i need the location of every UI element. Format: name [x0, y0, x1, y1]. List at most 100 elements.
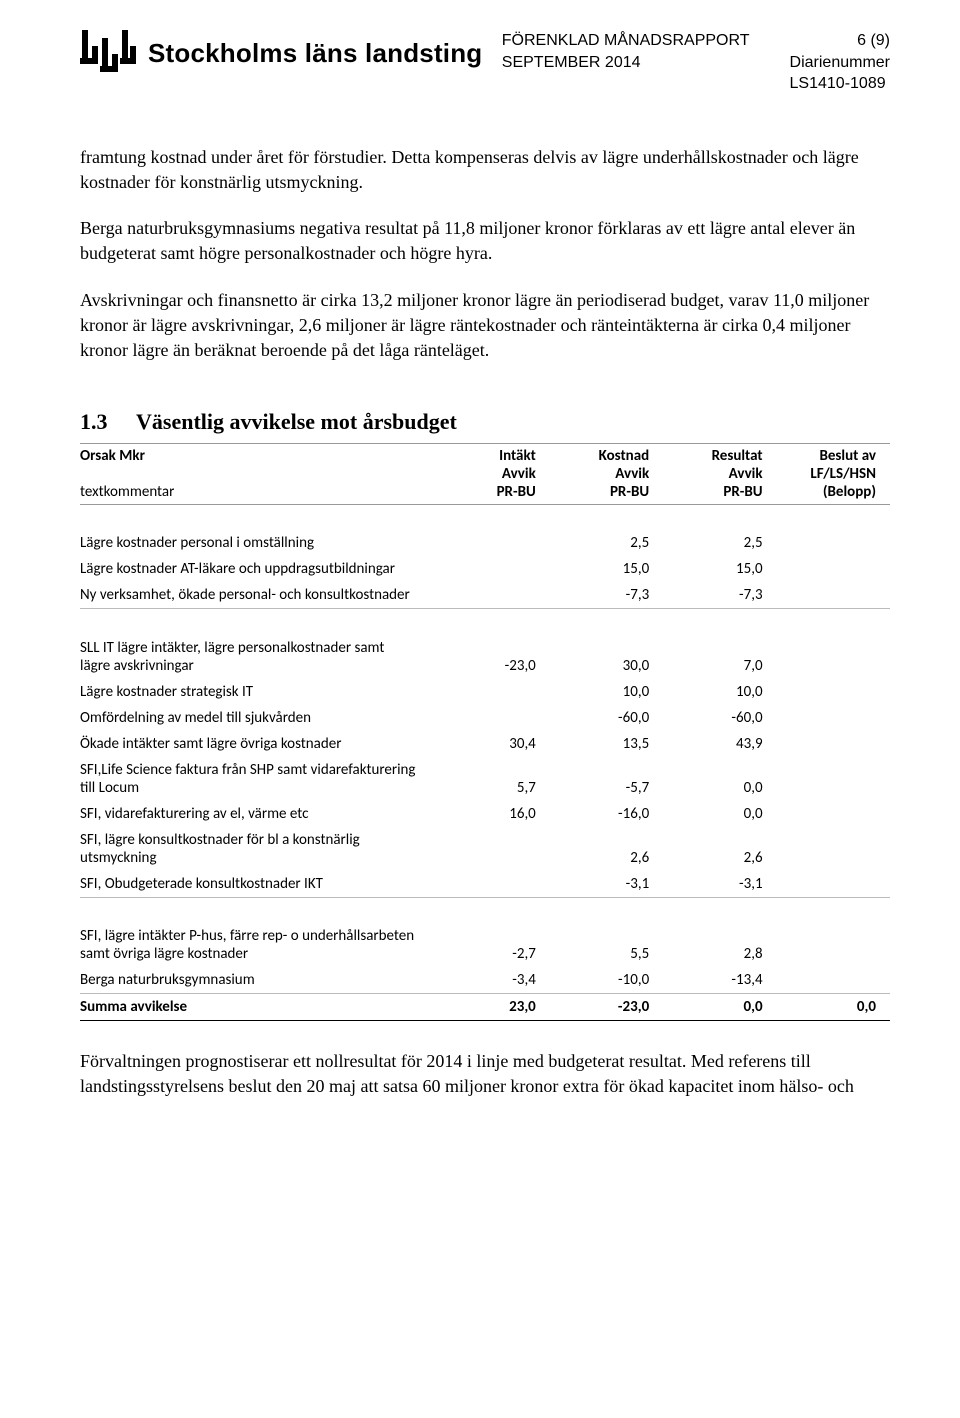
cell-kostnad: -5,7 [550, 757, 663, 801]
cell-resultat: 0,0 [663, 801, 776, 827]
cell-beslut [777, 801, 890, 827]
org-name: Stockholms läns landsting [148, 38, 482, 69]
cell-kostnad: 5,5 [550, 923, 663, 967]
th-resultat: Resultat Avvik PR-BU [663, 443, 776, 504]
desc: Omfördelning av medel till sjukvården [80, 705, 436, 731]
cell-kostnad: -60,0 [550, 705, 663, 731]
cell-beslut [777, 967, 890, 994]
diarie-label: Diarienummer [790, 52, 890, 74]
paragraph-2: Berga naturbruksgymnasiums negativa resu… [80, 216, 890, 266]
table-row: Ny verksamhet, ökade personal- och konsu… [80, 582, 890, 609]
cell-intakt: 5,7 [436, 757, 549, 801]
section-title: Väsentlig avvikelse mot årsbudget [136, 409, 457, 434]
cell-kostnad: -7,3 [550, 582, 663, 609]
header-meta-right: 6 (9) Diarienummer LS1410-1089 [790, 30, 890, 95]
cell-resultat: 0,0 [663, 757, 776, 801]
cell-kostnad: -3,1 [550, 871, 663, 898]
desc: SFI, lägre konsultkostnader för bl a kon… [80, 827, 436, 871]
desc: Lägre kostnader personal i omställning [80, 530, 436, 556]
desc: Lägre kostnader AT-läkare och uppdragsut… [80, 556, 436, 582]
desc: Ökade intäkter samt lägre övriga kostnad… [80, 731, 436, 757]
desc: SFI,Life Science faktura från SHP samt v… [80, 757, 436, 801]
cell-resultat: 2,5 [663, 530, 776, 556]
cell-kostnad: 30,0 [550, 635, 663, 679]
cell-beslut [777, 556, 890, 582]
cell-intakt [436, 827, 549, 871]
cell-resultat: 2,8 [663, 923, 776, 967]
table-row: SFI, lägre konsultkostnader för bl a kon… [80, 827, 890, 871]
cell-beslut [777, 679, 890, 705]
section-number: 1.3 [80, 409, 136, 435]
cell-intakt: -2,7 [436, 923, 549, 967]
cell-resultat: 2,6 [663, 827, 776, 871]
desc: SFI, vidarefakturering av el, värme etc [80, 801, 436, 827]
cell-beslut [777, 582, 890, 609]
cell-intakt [436, 705, 549, 731]
header-meta-report: FÖRENKLAD MÅNADSRAPPORT SEPTEMBER 2014 [502, 30, 750, 95]
cell-resultat: -3,1 [663, 871, 776, 898]
cell-kostnad: -10,0 [550, 967, 663, 994]
cell-resultat: 10,0 [663, 679, 776, 705]
cell-intakt: 16,0 [436, 801, 549, 827]
cell-intakt [436, 530, 549, 556]
cell-kostnad: 10,0 [550, 679, 663, 705]
cell-beslut [777, 705, 890, 731]
table-head: Orsak Mkr textkommentar Intäkt Avvik PR-… [80, 443, 890, 504]
th-intakt: Intäkt Avvik PR-BU [436, 443, 549, 504]
page-header: Stockholms läns landsting FÖRENKLAD MÅNA… [80, 30, 890, 95]
report-line2: SEPTEMBER 2014 [502, 52, 750, 74]
table-row: Berga naturbruksgymnasium-3,4-10,0-13,4 [80, 967, 890, 994]
table-row: Lägre kostnader personal i omställning 2,… [80, 530, 890, 556]
sll-logo-icon [80, 30, 136, 76]
th-beslut: Beslut av LF/LS/HSN (Belopp) [777, 443, 890, 504]
cell-beslut [777, 757, 890, 801]
table-row: Lägre kostnader strategisk IT 10,010,0 [80, 679, 890, 705]
th-kostnad: Kostnad Avvik PR-BU [550, 443, 663, 504]
cell-resultat: -7,3 [663, 582, 776, 609]
cell-intakt: -23,0 [436, 635, 549, 679]
cell-intakt [436, 679, 549, 705]
table-row: SFI, vidarefakturering av el, värme etc1… [80, 801, 890, 827]
table-row: Lägre kostnader AT-läkare och uppdragsut… [80, 556, 890, 582]
th-desc-l1: Orsak Mkr [80, 447, 428, 465]
table-row: Ökade intäkter samt lägre övriga kostnad… [80, 731, 890, 757]
cell-intakt [436, 871, 549, 898]
header-meta: FÖRENKLAD MÅNADSRAPPORT SEPTEMBER 2014 6… [502, 30, 890, 95]
cell-resultat: -13,4 [663, 967, 776, 994]
th-desc: Orsak Mkr textkommentar [80, 443, 436, 504]
desc: Ny verksamhet, ökade personal- och konsu… [80, 582, 436, 609]
cell-resultat: -60,0 [663, 705, 776, 731]
cell-intakt [436, 556, 549, 582]
cell-intakt: -3,4 [436, 967, 549, 994]
desc: SFI, lägre intäkter P-hus, färre rep- o … [80, 923, 436, 967]
cell-intakt [436, 582, 549, 609]
deviation-table: Orsak Mkr textkommentar Intäkt Avvik PR-… [80, 443, 890, 1022]
cell-resultat: 7,0 [663, 635, 776, 679]
diarie-value: LS1410-1089 [790, 73, 890, 95]
desc: SFI, Obudgeterade konsultkostnader IKT [80, 871, 436, 898]
desc: Berga naturbruksgymnasium [80, 967, 436, 994]
cell-beslut [777, 635, 890, 679]
table-row: SFI, lägre intäkter P-hus, färre rep- o … [80, 923, 890, 967]
logo-block: Stockholms läns landsting [80, 30, 482, 76]
cell-kostnad: -16,0 [550, 801, 663, 827]
cell-kostnad: 2,6 [550, 827, 663, 871]
paragraph-after-table: Förvaltningen prognostiserar ett nollres… [80, 1049, 890, 1099]
cell-beslut [777, 731, 890, 757]
th-desc-l2: textkommentar [80, 483, 428, 501]
cell-kostnad: 15,0 [550, 556, 663, 582]
cell-resultat: 15,0 [663, 556, 776, 582]
cell-beslut [777, 923, 890, 967]
desc: Lägre kostnader strategisk IT [80, 679, 436, 705]
cell-beslut [777, 871, 890, 898]
desc: SLL IT lägre intäkter, lägre personalkos… [80, 635, 436, 679]
table-row: SFI, Obudgeterade konsultkostnader IKT -3… [80, 871, 890, 898]
cell-resultat: 43,9 [663, 731, 776, 757]
table-row: Omfördelning av medel till sjukvården -60… [80, 705, 890, 731]
cell-beslut [777, 827, 890, 871]
cell-intakt: 30,4 [436, 731, 549, 757]
table-sum-row: Summa avvikelse23,0-23,00,00,0 [80, 994, 890, 1021]
table-body: Lägre kostnader personal i omställning 2,… [80, 504, 890, 1021]
section-heading: 1.3Väsentlig avvikelse mot årsbudget [80, 409, 890, 435]
table-row: SLL IT lägre intäkter, lägre personalkos… [80, 635, 890, 679]
